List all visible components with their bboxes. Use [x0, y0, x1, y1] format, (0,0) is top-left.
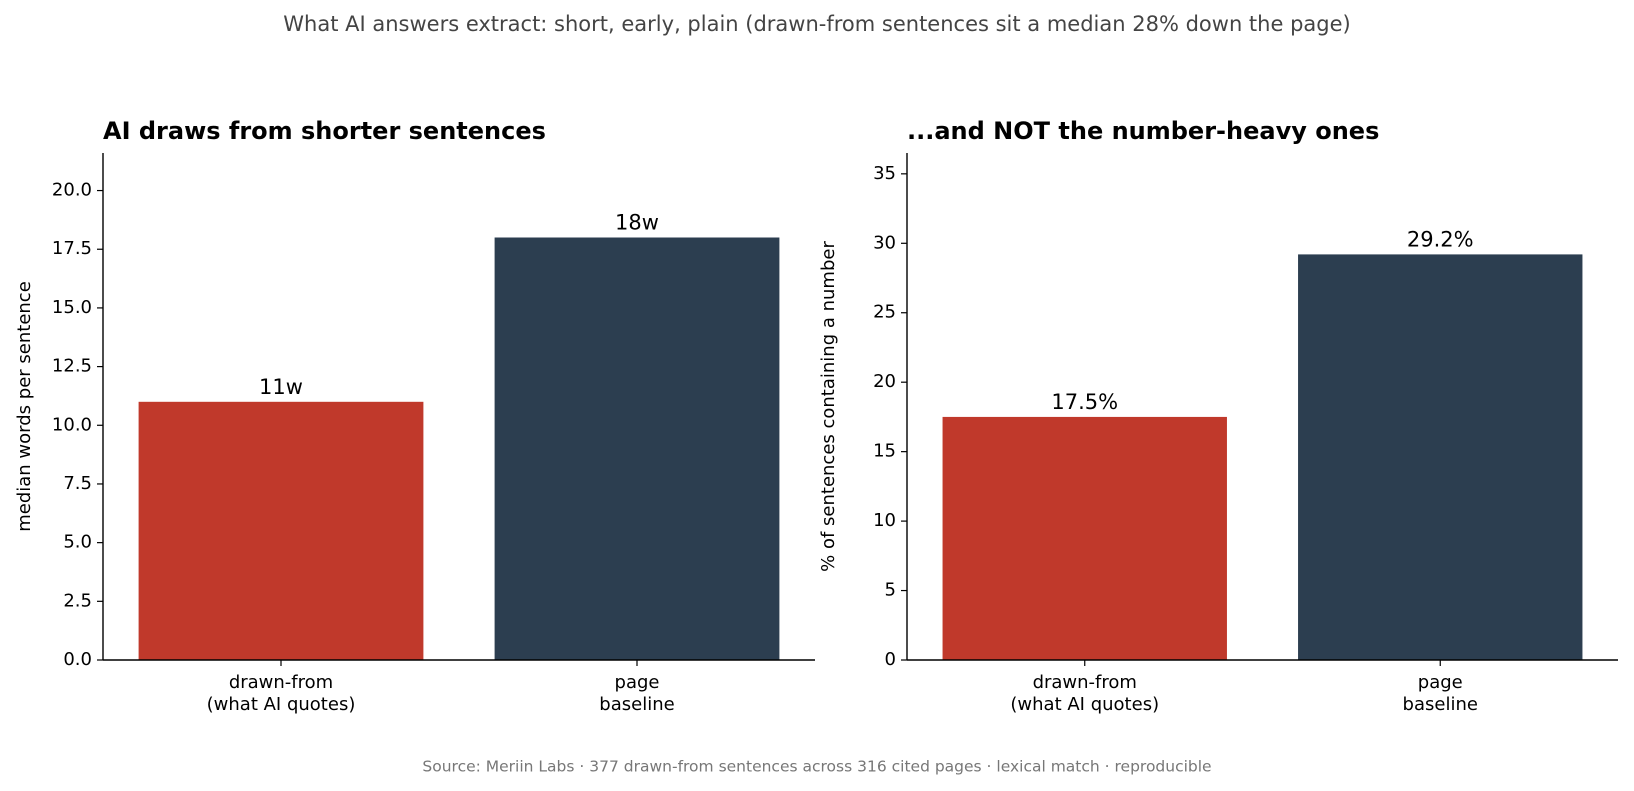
- y-tick-label: 12.5: [52, 356, 92, 377]
- bar: [942, 416, 1227, 660]
- y-tick-label: 10.0: [52, 414, 92, 435]
- bar: [494, 237, 780, 660]
- value-label: 11w: [259, 375, 303, 399]
- value-label: 29.2%: [1407, 227, 1474, 251]
- y-axis-label: median words per sentence: [14, 281, 35, 532]
- panel-title: AI draws from shorter sentences: [103, 117, 546, 145]
- panel-title: ...and NOT the number-heavy ones: [907, 117, 1379, 145]
- y-tick-label: 30: [873, 232, 896, 253]
- y-tick-label: 0.0: [63, 649, 92, 670]
- y-tick-label: 15: [873, 441, 896, 462]
- x-tick-label: drawn-from (what AI quotes): [206, 672, 356, 715]
- y-tick-label: 2.5: [63, 590, 92, 611]
- y-tick-label: 25: [873, 302, 896, 323]
- value-label: 17.5%: [1051, 390, 1118, 414]
- y-tick-label: 17.5: [52, 238, 92, 259]
- y-tick-label: 0: [885, 649, 896, 670]
- x-tick-label: page baseline: [599, 672, 675, 715]
- x-tick-label: drawn-from (what AI quotes): [1010, 672, 1160, 715]
- suptitle: What AI answers extract: short, early, p…: [283, 12, 1350, 36]
- y-tick-label: 10: [873, 510, 896, 531]
- y-tick-label: 7.5: [63, 473, 92, 494]
- x-tick-label: page baseline: [1402, 672, 1478, 715]
- y-tick-label: 20.0: [52, 180, 92, 201]
- source-note: Source: Meriin Labs · 377 drawn-from sen…: [422, 758, 1211, 776]
- y-tick-label: 5.0: [63, 532, 92, 553]
- y-axis-label: % of sentences containing a number: [818, 241, 839, 572]
- y-tick-label: 5: [885, 580, 896, 601]
- y-tick-label: 20: [873, 371, 896, 392]
- bar: [138, 401, 424, 660]
- y-tick-label: 15.0: [52, 297, 92, 318]
- value-label: 18w: [615, 211, 659, 235]
- y-tick-label: 35: [873, 163, 896, 184]
- bar: [1298, 254, 1583, 660]
